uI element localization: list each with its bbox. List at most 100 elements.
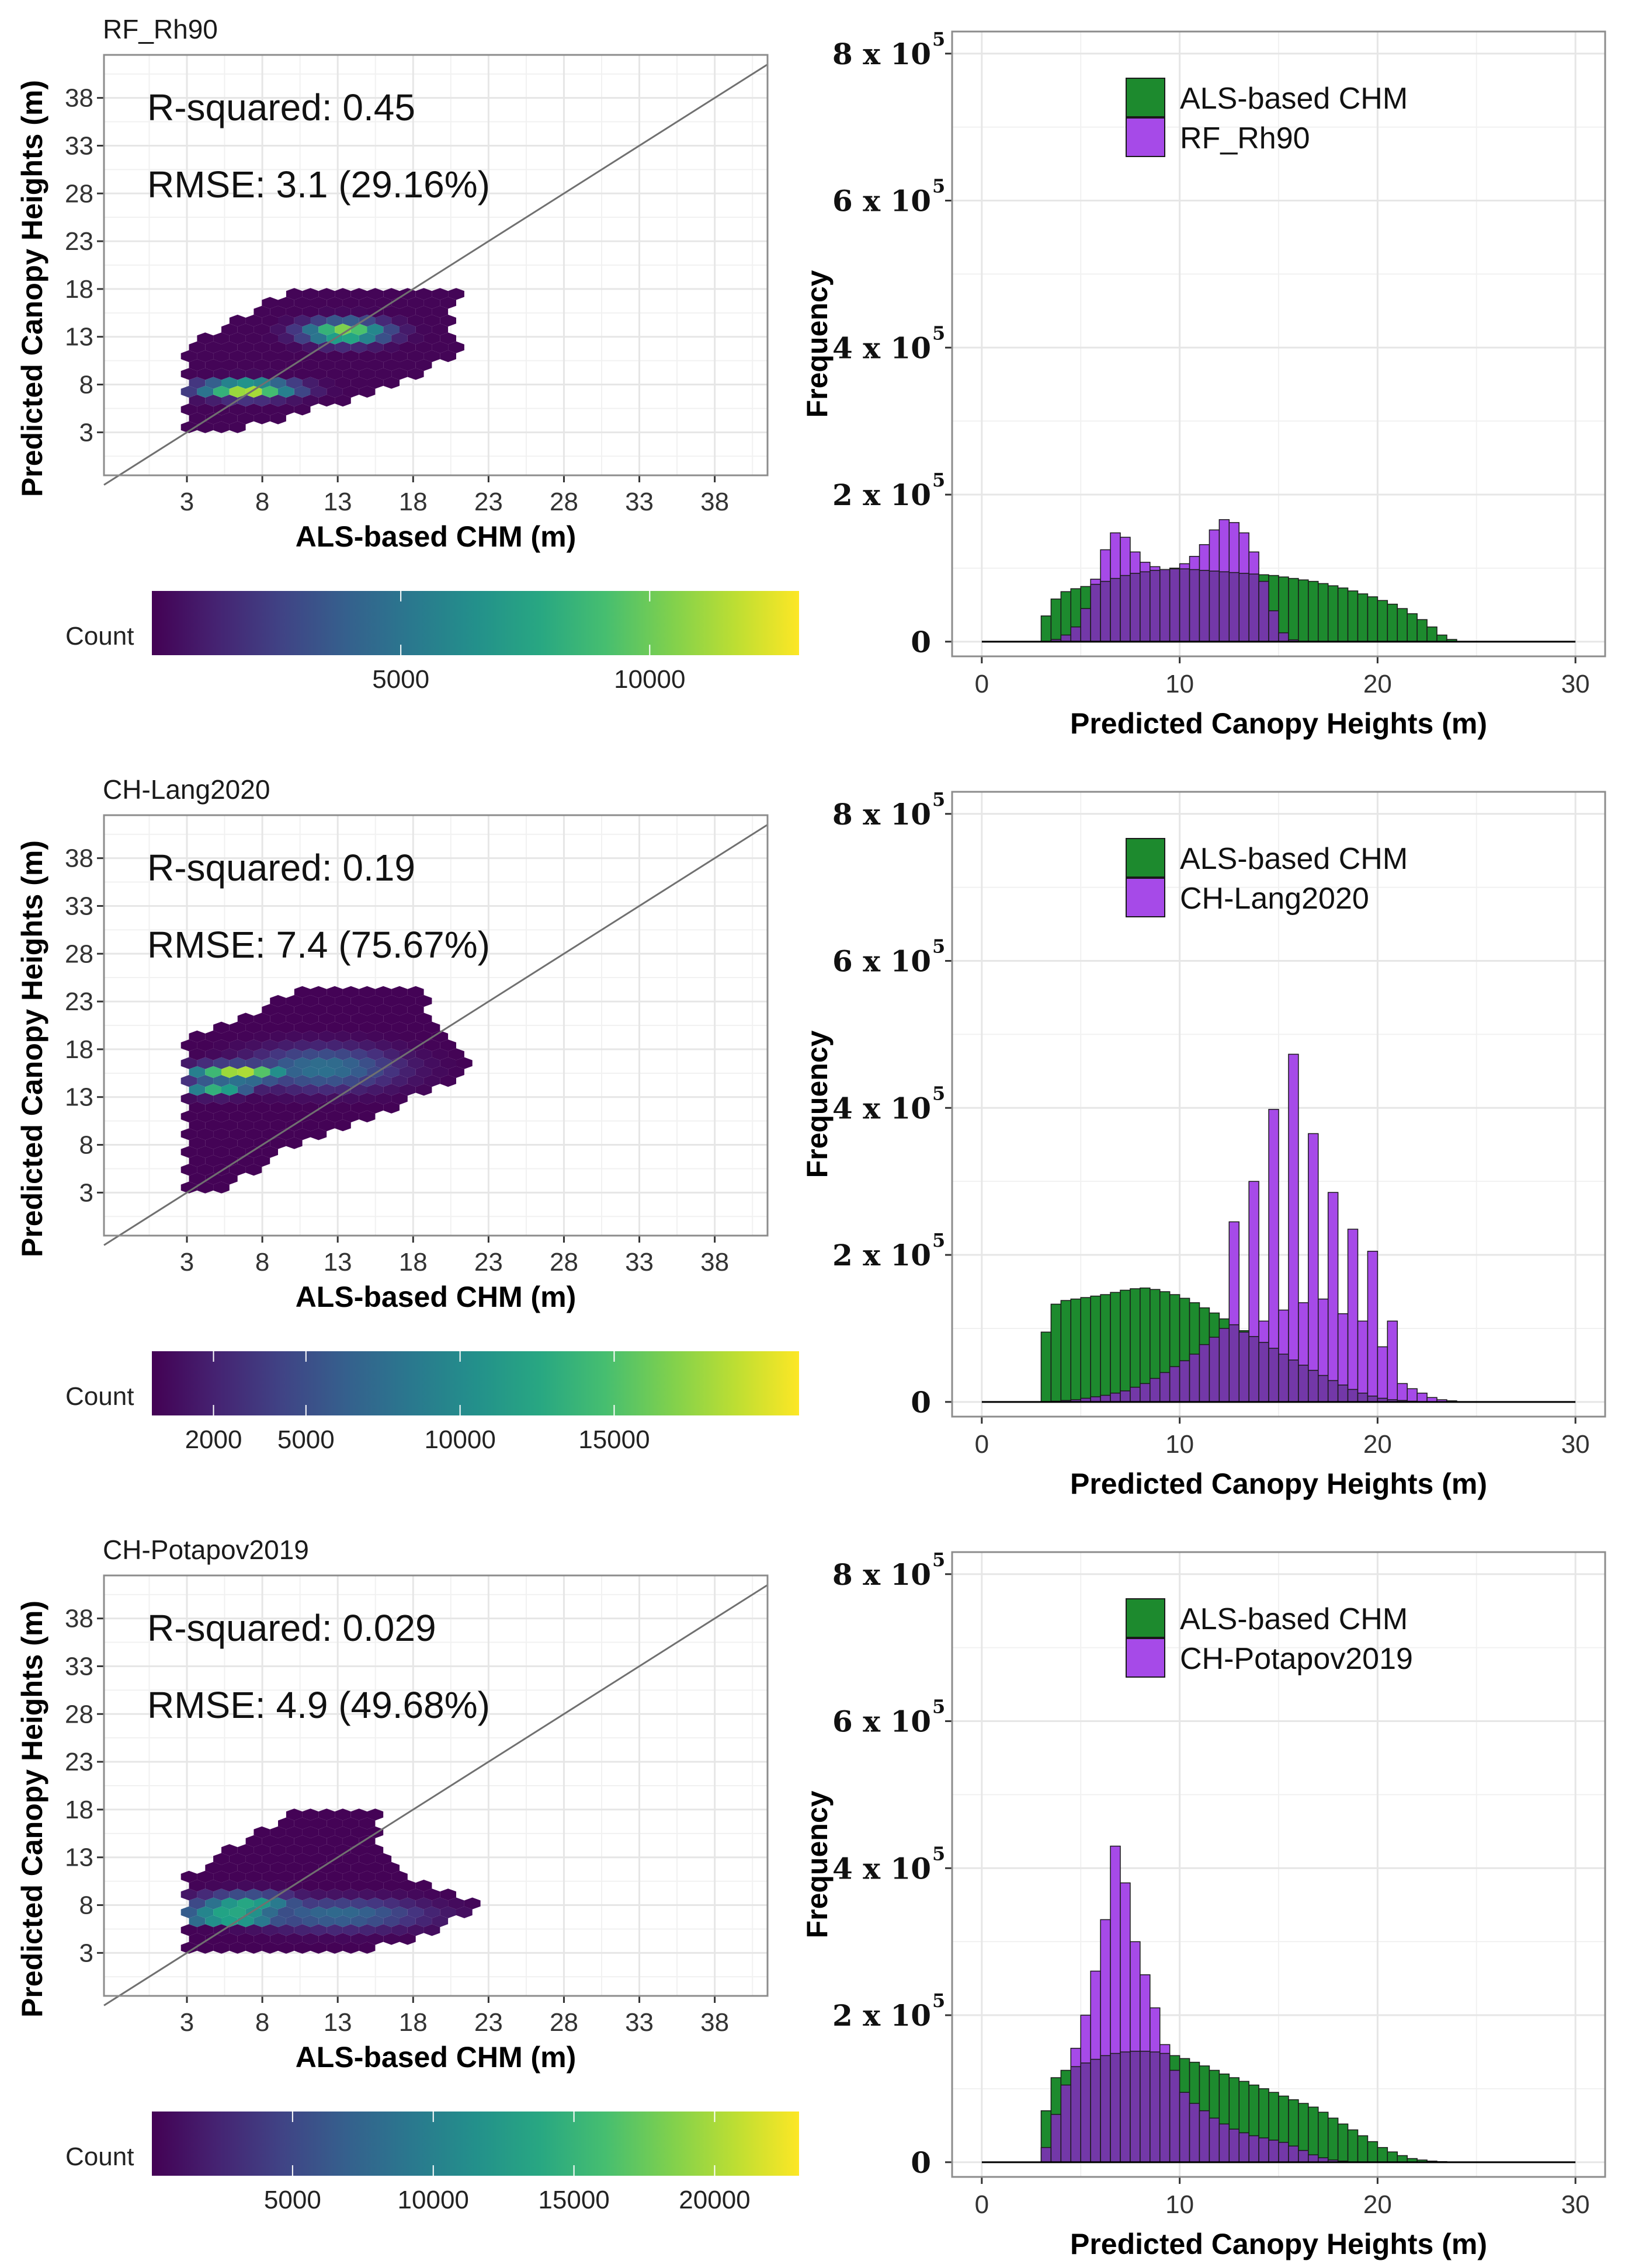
hexbin-cell (400, 995, 416, 1007)
hexbin-cell (367, 995, 384, 1007)
hexbin-cell (278, 332, 294, 345)
hexbin-cell (375, 1093, 392, 1105)
hexbin-cell (278, 1110, 294, 1123)
hexbin-cell (197, 1093, 214, 1105)
hexbin-cell (245, 1039, 262, 1052)
histogram-bar-overlap (1218, 1328, 1230, 1403)
hexbin-cell (335, 1844, 351, 1856)
hexbin-cell (262, 314, 278, 327)
y-tick-exponent: 5 (932, 1549, 945, 1571)
hexbin-cell (383, 359, 400, 371)
hexbin-cell (318, 377, 335, 389)
hexbin-cell (229, 421, 246, 433)
hexbin-cell (359, 368, 376, 380)
histogram-bar (1407, 1388, 1418, 1403)
hexbin-cell (432, 1030, 449, 1043)
hexbin-cell (189, 359, 206, 371)
hexbin-cell (423, 1074, 440, 1087)
hexbin-cell (383, 323, 400, 336)
y-tick-label: 23 (65, 227, 93, 256)
y-tick-label: 38 (65, 844, 93, 873)
hexbin-cell (359, 1039, 376, 1052)
panel-title: CH-Lang2020 (103, 774, 270, 805)
hexbin-cell (383, 288, 400, 300)
hexbin-cell (415, 1880, 432, 1892)
hexbin-cell (189, 1173, 206, 1185)
histogram-bar (1337, 2123, 1349, 2163)
hexbin-cell (213, 332, 230, 345)
hexbin-cell (197, 1074, 214, 1087)
hexbin-cell (270, 341, 286, 353)
y-tick-label: 18 (65, 1796, 93, 1824)
hexbin-cell (197, 1888, 214, 1901)
hexbin-cells (180, 288, 464, 433)
y-tick-label: 4 x 10 (832, 331, 931, 365)
histogram-bar (1426, 626, 1438, 642)
y-axis-label: Predicted Canopy Heights (m) (16, 1601, 48, 2017)
hexbin-cell (189, 1084, 206, 1096)
hexbin-cell (286, 1862, 303, 1874)
hexbin-cell (270, 1013, 286, 1025)
hexbin-cell (415, 1084, 432, 1096)
histogram-bar (1347, 590, 1359, 642)
hexbin-cell (415, 1066, 432, 1078)
histogram-bar-overlap (1100, 1394, 1111, 1403)
hexbin-cell (302, 1915, 319, 1928)
hexbin-cell (318, 1013, 335, 1025)
hexbin-cell (189, 377, 206, 389)
hexbin-cell (327, 385, 343, 398)
histogram-bar-overlap (1100, 580, 1111, 642)
hexbin-cell (213, 421, 230, 433)
hexbin-cell (432, 323, 449, 336)
hexbin-cell (383, 305, 400, 318)
hexbin-cell (423, 350, 440, 363)
hexbin-cell (415, 359, 432, 371)
hexbin-cell (335, 1030, 351, 1043)
hexbin-cell (310, 1817, 327, 1829)
histogram-bar (1387, 1320, 1398, 1403)
hexbin-cell (342, 1853, 359, 1865)
x-tick-label: 10 (1165, 1430, 1194, 1459)
y-tick-label: 13 (65, 1843, 93, 1872)
hexbin-cell (342, 1870, 359, 1883)
hexbin-cell (423, 1906, 440, 1918)
hexbin-cell (237, 1137, 254, 1149)
hexbin-cell (229, 1074, 246, 1087)
histogram-bar (1050, 1303, 1062, 1403)
histogram-bar (1288, 1053, 1299, 1403)
colorbar-tick-label: 5000 (372, 665, 429, 694)
hexbin-cell (270, 1897, 286, 1909)
hexbin-cell (286, 1915, 303, 1928)
hexbin-cell (350, 1826, 367, 1838)
hexbin-cell (400, 1048, 416, 1060)
hexbin-cell (213, 1074, 230, 1087)
hexbin-cell (359, 1924, 376, 1936)
hexbin-cell (254, 1119, 270, 1132)
hexbin-cell (229, 1853, 246, 1865)
hexbin-cell (294, 1074, 311, 1087)
hexbin-cell (335, 394, 351, 407)
hexbin-cell (278, 1870, 294, 1883)
histogram-bar (1397, 1383, 1408, 1403)
hexbin-cell (213, 385, 230, 398)
hexbin-cell (367, 341, 384, 353)
colorbar-tick-label: 10000 (614, 665, 685, 694)
hexbin-cell (456, 1906, 473, 1918)
colorbar (152, 1351, 799, 1415)
hexbin-cell (294, 1853, 311, 1865)
hexbin-cell (318, 1084, 335, 1096)
hexbin-cell (432, 1048, 449, 1060)
hexbin-cell (262, 1924, 278, 1936)
histogram-bar (1377, 2147, 1388, 2163)
hexbin-cell (327, 1906, 343, 1918)
hexbin-cell (180, 1093, 197, 1105)
hexbin-cell (229, 1888, 246, 1901)
hexbin-cell (221, 1119, 238, 1132)
hexbin-cell (294, 1906, 311, 1918)
hexbin-cell (383, 341, 400, 353)
histogram-bar-overlap (1258, 2137, 1269, 2163)
hexbin-cell (383, 1013, 400, 1025)
hexbin-cell (245, 1146, 262, 1158)
x-axis-label: ALS-based CHM (m) (296, 2041, 577, 2074)
hexbin-cell (221, 1897, 238, 1909)
